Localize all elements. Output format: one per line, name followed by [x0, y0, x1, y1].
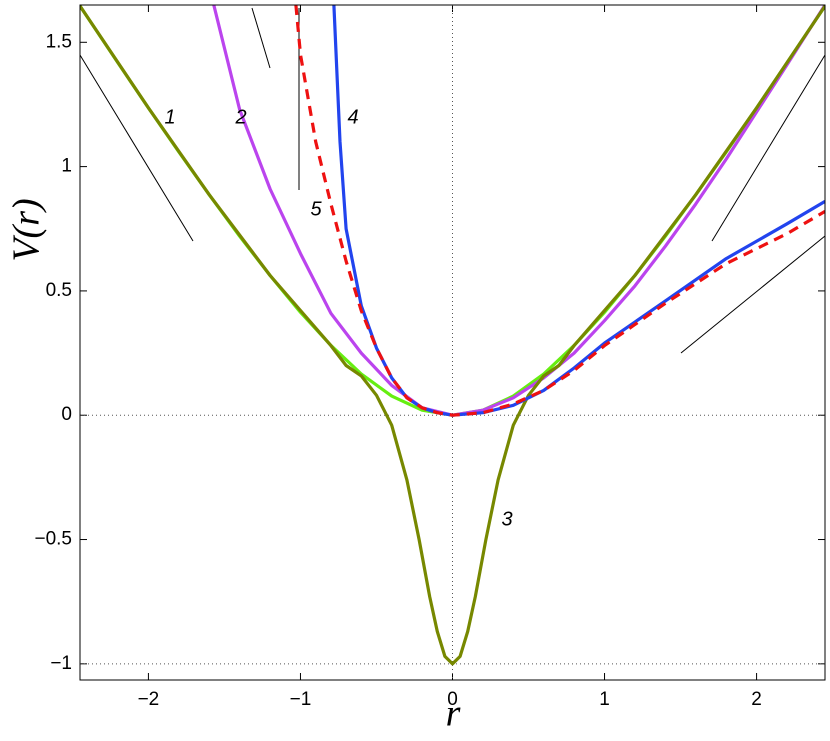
- plot-frame: [79, 4, 826, 681]
- curve: [212, 5, 825, 417]
- asymptote-line: [711, 54, 826, 242]
- plot-area: [80, 5, 825, 666]
- x-tick-label: 1: [599, 689, 610, 710]
- y-tick-label: 1.5: [46, 31, 72, 52]
- asymptote-line: [79, 54, 194, 242]
- y-tick-label: 0: [61, 404, 72, 425]
- x-tick-label: −1: [290, 689, 312, 710]
- y-tick-label: 1: [61, 156, 72, 177]
- x-tick-label: −2: [138, 689, 160, 710]
- y-tick-label: 0.5: [46, 280, 72, 301]
- curve: [80, 5, 825, 666]
- x-axis-label: r: [446, 693, 461, 735]
- curve-label: 2: [234, 106, 246, 128]
- asymptotes: [79, 7, 826, 354]
- x-tick-label: 0: [447, 689, 458, 710]
- asymptote-line: [251, 7, 271, 69]
- asymptote-line: [680, 235, 826, 354]
- curve-label: 4: [347, 106, 358, 128]
- y-tick-label: −0.5: [34, 529, 72, 550]
- curve: [294, 5, 825, 417]
- curve-label: 3: [501, 508, 512, 530]
- x-tick-label: 2: [751, 689, 762, 710]
- y-axis-label: V(r): [6, 198, 48, 261]
- curve-label: 5: [310, 198, 322, 220]
- y-tick-label: −1: [50, 653, 72, 674]
- curve: [332, 5, 825, 417]
- curve-label: 1: [164, 106, 175, 128]
